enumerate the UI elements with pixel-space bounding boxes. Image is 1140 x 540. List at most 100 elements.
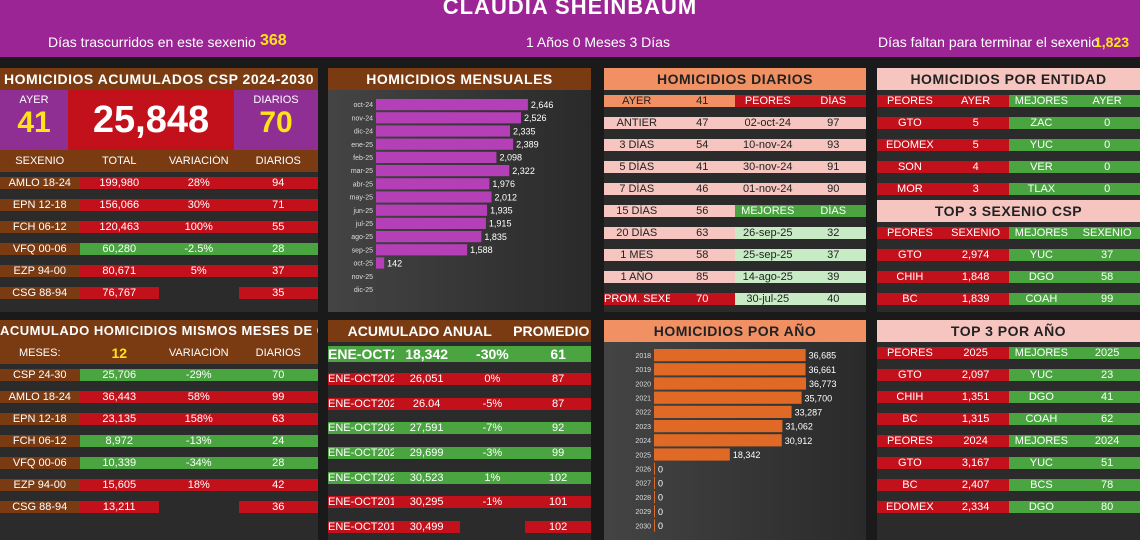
mismos-row-cell: 15,605 [79, 479, 159, 491]
topanio-2024-row-cell: YUC [1008, 457, 1075, 469]
tick-label: mar-25 [351, 168, 373, 175]
mismos-row: CSG 88-94 13,211 36 [0, 496, 318, 518]
diarios-row-cell: 02-oct-24 [735, 117, 801, 129]
anual-row-cell: -3% [459, 447, 526, 460]
tick-label: nov-24 [352, 115, 374, 122]
tick-label: dic-24 [354, 129, 373, 136]
anual-header: ACUMULADO ANUAL PROMEDIO [328, 320, 591, 342]
tick-label: ago-25 [351, 234, 373, 241]
data-label: 30,912 [785, 436, 813, 446]
acumulados-row-cell: EPN 12-18 [0, 199, 80, 211]
top3-row: GTO 2,974 YUC 37 [877, 244, 1140, 266]
mismos-row-cell: 10,339 [79, 457, 159, 469]
diarios-row-cell: 56 [669, 205, 735, 217]
ayer-label: AYER [19, 94, 49, 106]
tick-label: oct-24 [354, 102, 374, 109]
diarios-panel: HOMICIDIOS DIARIOS AYER 41 PEORES DÍAS ANTI… [604, 68, 866, 312]
top3-row-cell: YUC [1008, 249, 1075, 261]
topanio-2025-row-cell: 23 [1074, 369, 1140, 381]
acumulados-row: CSG 88-94 76,767 35 [0, 282, 318, 304]
mismos-row-cell: AMLO 18-24 [0, 391, 80, 403]
diarios-row-cell: DÍAS [800, 205, 866, 217]
header-cell: AYER [942, 95, 1009, 107]
topanio-title: TOP 3 POR AÑO [877, 320, 1140, 342]
data-label: 36,685 [809, 351, 837, 361]
diarios-row-cell: 90 [800, 183, 866, 195]
topanio-2025-row: GTO 2,097 YUC 23 [877, 364, 1140, 386]
entidad-row: GTO 5 ZAC 0 [877, 112, 1140, 134]
elapsed-text: 1 Años 0 Meses 3 Días [526, 34, 670, 50]
tick-label: jul-25 [355, 221, 373, 228]
data-label: 1,935 [490, 206, 513, 216]
tick-label: may-25 [350, 195, 373, 202]
diarios-row-cell: 41 [669, 161, 735, 173]
anual-row: ENE-OCT202129,699-3%99 [328, 441, 591, 466]
acumulados-header-row: SEXENIO TOTAL VARIACIÓN DIARIOS [0, 150, 318, 172]
top3-row: BC 1,839 COAH 99 [877, 288, 1140, 310]
data-label: 0 [658, 493, 663, 503]
mensuales-title: HOMICIDIOS MENSUALES [328, 68, 591, 90]
anual-row-cell: 87 [525, 397, 591, 410]
entidad-row-cell: VER [1008, 161, 1075, 173]
anual-row-cell: ENE-OCT2018 [328, 521, 394, 534]
topanio-2024-row-cell: EDOMEX [877, 501, 943, 513]
tick-label: 2027 [635, 481, 651, 488]
bar [654, 363, 806, 376]
entidad-title: HOMICIDIOS POR ENTIDAD [877, 68, 1140, 90]
topanio-2024-row-cell: 2,407 [942, 479, 1009, 491]
col-variacion: VARIACIÓN [168, 155, 229, 167]
header-cell: PEORES [877, 95, 943, 107]
header-cell: MEJORES [1008, 95, 1075, 107]
topanio-2024-row-cell: 78 [1074, 479, 1140, 491]
acumulados-row-cell: EZP 94-00 [0, 265, 80, 277]
acumulados-row-cell: 80,671 [79, 265, 159, 277]
acumulados-row: EPN 12-18 156,066 30% 71 [0, 194, 318, 216]
tick-label: jun-25 [353, 208, 374, 215]
entidad-row-cell: 0 [1074, 161, 1140, 173]
anual-row-cell: 99 [525, 447, 591, 460]
diarios-row-cell: 15 DÍAS [604, 205, 670, 217]
entidad-row-cell: 0 [1074, 117, 1140, 129]
acumulados-row-cell: 60,280 [79, 243, 159, 255]
bar [376, 138, 514, 150]
mismos-row: CSP 24-30 25,706 -29% 70 [0, 364, 318, 386]
topanio-2025-row-cell: DGO [1008, 391, 1075, 403]
acumulados-panel: HOMICIDIOS ACUMULADOS CSP 2024-2030 AYER… [0, 68, 318, 312]
topanio-2025-row-cell: 62 [1074, 413, 1140, 425]
acumulados-row-cell: 28 [238, 243, 318, 255]
topanio-2025-row: CHIH 1,351 DGO 41 [877, 386, 1140, 408]
acumulados-row: EZP 94-00 80,671 5% 37 [0, 260, 318, 282]
bar [376, 231, 482, 243]
tick-label: feb-25 [353, 155, 373, 162]
entidad-row-cell: YUC [1008, 139, 1075, 151]
diarios-row-cell: 5 DÍAS [604, 161, 670, 173]
meses-value: 12 [111, 345, 128, 361]
topanio-2024-row-cell: 80 [1074, 501, 1140, 513]
entidad-row-cell: GTO [877, 117, 943, 129]
header-cell: 2025 [942, 347, 1009, 359]
anual-row: ENE-OCT202326.04-5%87 [328, 391, 591, 416]
header-cell: MEJORES [1008, 227, 1075, 239]
entidad-row-cell: EDOMEX [877, 139, 943, 151]
bar [654, 405, 792, 418]
top3-row-cell: 2,974 [942, 249, 1009, 261]
mismos-row-cell: -34% [159, 457, 239, 469]
mismos-row-cell: 13,211 [79, 501, 159, 513]
bar [654, 420, 783, 433]
diarios-row-cell: 14-ago-25 [735, 271, 801, 283]
total-value: 25,848 [68, 90, 234, 150]
topanio-2025-row-cell: COAH [1008, 413, 1075, 425]
anual-row-cell: 102 [525, 521, 591, 534]
dias-label: Días trascurridos en este sexenio [48, 34, 256, 50]
entidad-row-cell: 5 [942, 139, 1009, 151]
tick-label: sep-25 [352, 247, 374, 254]
anual-row: ENE-OCT202227,591-7%92 [328, 416, 591, 441]
acumulados-row-cell: 5% [159, 265, 239, 277]
data-label: 142 [387, 258, 402, 268]
acumulados-row-cell: 28% [159, 177, 239, 189]
tick-label: 2020 [635, 381, 651, 388]
tick-label: 2021 [635, 396, 651, 403]
header-cell: PEORES [877, 347, 943, 359]
bar [376, 99, 528, 111]
